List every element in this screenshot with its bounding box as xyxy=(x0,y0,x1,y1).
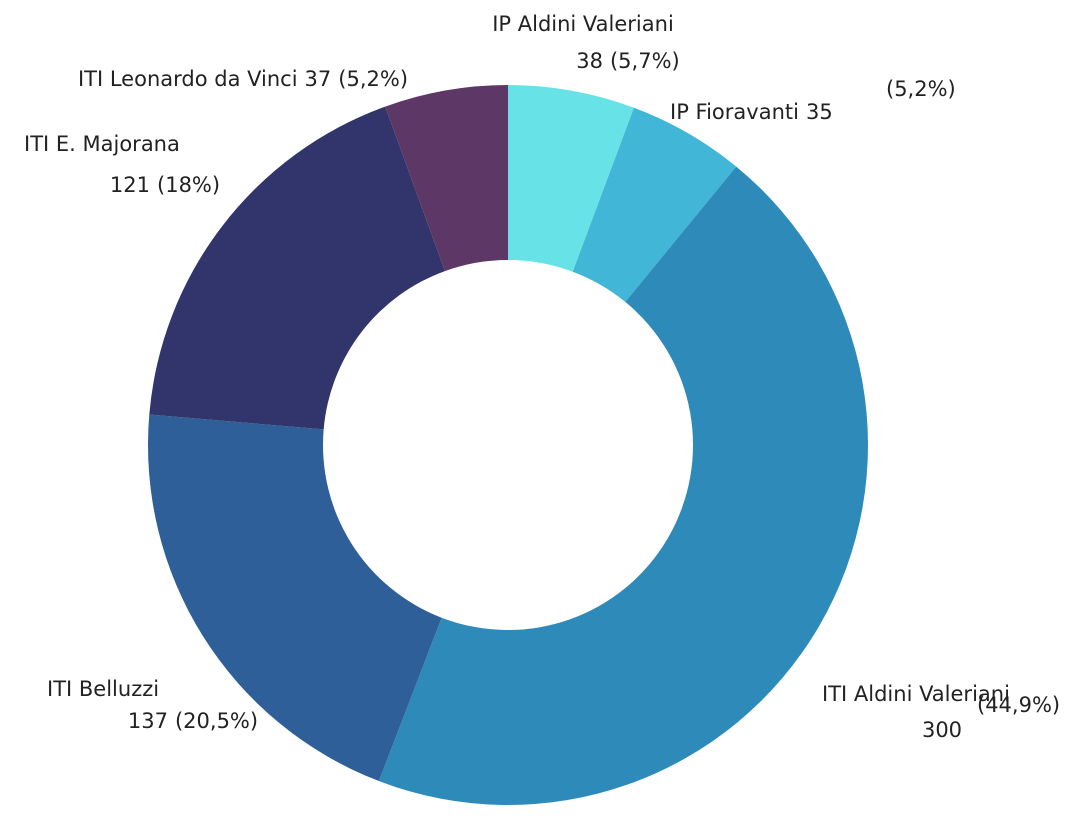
percent-label: (5,7%) xyxy=(610,49,680,73)
label: 121 (18%) xyxy=(110,173,220,197)
value-label: 38 xyxy=(576,49,603,73)
label: 300 xyxy=(922,718,962,742)
donut-slice xyxy=(508,85,634,272)
label: IP Aldini Valeriani xyxy=(492,12,674,36)
slice-label: ITI Leonardo da Vinci xyxy=(78,67,298,91)
label: ITI Belluzzi xyxy=(47,677,159,701)
label: 38 (5,7%) xyxy=(576,49,679,73)
percent-label: (18%) xyxy=(157,173,220,197)
donut-slice xyxy=(572,107,737,302)
label: IP Fioravanti 35 xyxy=(670,100,833,124)
slice-label: IP Aldini Valeriani xyxy=(492,12,674,36)
label: (5,2%) xyxy=(886,77,956,101)
percent-label: (5,2%) xyxy=(338,67,408,91)
donut-slice xyxy=(385,85,508,272)
percent-label: (44,9%) xyxy=(977,693,1060,717)
donut-slice xyxy=(149,106,445,430)
slice-label: ITI Aldini Valeriani xyxy=(822,682,1010,706)
percent-label: (20,5%) xyxy=(175,709,258,733)
value-label: 137 xyxy=(128,709,168,733)
label: 137 (20,5%) xyxy=(128,709,258,733)
slice-label: ITI Belluzzi xyxy=(47,677,159,701)
label: (44,9%) xyxy=(977,693,1060,717)
value-label: 121 xyxy=(110,173,150,197)
percent-label: (5,2%) xyxy=(886,77,956,101)
label: ITI E. Majorana xyxy=(24,132,180,156)
value-label: 35 xyxy=(806,100,833,124)
value-label: 300 xyxy=(922,718,962,742)
slice-label: IP Fioravanti xyxy=(670,100,799,124)
donut-slice xyxy=(147,414,442,782)
value-label: 37 xyxy=(305,67,332,91)
label: ITI Leonardo da Vinci 37 (5,2%) xyxy=(78,67,408,91)
label: ITI Aldini Valeriani xyxy=(822,682,1010,706)
donut-slice xyxy=(378,166,868,805)
slice-label: ITI E. Majorana xyxy=(24,132,180,156)
